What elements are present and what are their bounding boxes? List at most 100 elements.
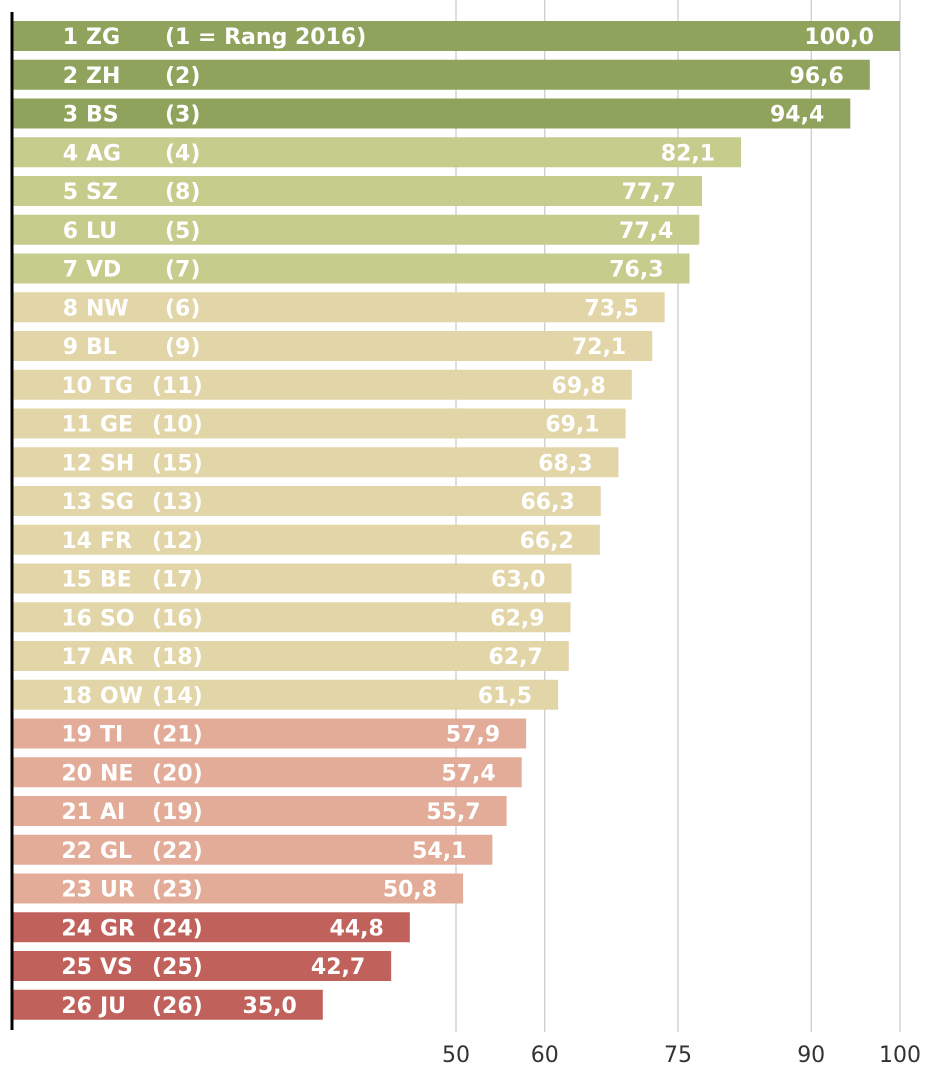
value-label: 69,1 <box>545 413 599 438</box>
rank-label: 18 <box>61 684 92 709</box>
bar-group-lu: 6 LU (5) 77,4 <box>12 214 700 245</box>
value-label: 96,6 <box>790 64 844 89</box>
x-tick-label: 100 <box>879 1043 921 1068</box>
rank-label: 16 <box>61 606 92 631</box>
canton-label: AG <box>86 141 121 166</box>
previous-rank-label: (20) <box>152 761 203 786</box>
bar-group-bs: 3 BS (3) 94,4 <box>12 98 851 129</box>
bar-group-ar: 17 AR (18) 62,7 <box>12 641 569 671</box>
rank-label: 23 <box>61 878 92 903</box>
previous-rank-label: (6) <box>165 296 200 321</box>
x-tick-label: 50 <box>442 1043 470 1068</box>
rank-label: 5 <box>63 180 78 205</box>
bar <box>12 602 571 633</box>
bar-group-be: 15 BE (17) 63,0 <box>12 563 572 594</box>
value-label: 55,7 <box>426 800 480 825</box>
bar-group-nw: 8 NW (6) 73,5 <box>12 292 665 323</box>
previous-rank-label: (17) <box>152 568 203 593</box>
previous-rank-label: (9) <box>165 335 200 360</box>
canton-label: ZG <box>86 25 120 50</box>
canton-label: VD <box>86 258 121 283</box>
canton-label: VS <box>100 955 133 980</box>
canton-label: TI <box>100 723 123 748</box>
bar <box>12 563 572 594</box>
bar <box>12 912 410 943</box>
bar <box>12 873 464 904</box>
value-label: 66,2 <box>520 529 574 554</box>
previous-rank-label: (7) <box>165 258 200 283</box>
value-label: 72,1 <box>572 335 626 360</box>
value-label: 77,4 <box>619 219 673 244</box>
bar-group-ur: 23 UR (23) 50,8 <box>12 873 464 904</box>
rank-label: 14 <box>61 529 92 554</box>
value-label: 50,8 <box>383 878 437 903</box>
rank-label: 20 <box>61 761 92 786</box>
value-label: 35,0 <box>243 994 297 1019</box>
canton-label: BE <box>100 568 132 593</box>
canton-label: NW <box>86 296 129 321</box>
x-tick-label: 60 <box>531 1043 559 1068</box>
bar <box>12 757 522 788</box>
previous-rank-label: (4) <box>165 141 200 166</box>
bar <box>12 951 392 981</box>
previous-rank-label: (3) <box>165 103 200 128</box>
rank-label: 8 <box>63 296 78 321</box>
rank-label: 21 <box>61 800 92 825</box>
rank-label: 13 <box>61 490 92 515</box>
canton-label: NE <box>100 761 133 786</box>
bar <box>12 834 493 865</box>
previous-rank-label: (13) <box>152 490 203 515</box>
value-label: 57,4 <box>441 761 495 786</box>
bar <box>12 292 665 323</box>
bar <box>12 486 601 516</box>
previous-rank-label: (24) <box>152 916 203 941</box>
value-label: 62,7 <box>488 645 542 670</box>
bar-group-sg: 13 SG (13) 66,3 <box>12 486 601 516</box>
bar-group-sh: 12 SH (15) 68,3 <box>12 447 619 478</box>
bar-group-bl: 9 BL (9) 72,1 <box>12 331 653 361</box>
rank-label: 9 <box>63 335 78 360</box>
value-label: 62,9 <box>490 606 544 631</box>
previous-rank-label: (8) <box>165 180 200 205</box>
bar-group-zg: 1 ZG (1 = Rang 2016) 100,0 <box>12 21 900 51</box>
bar-group-gl: 22 GL (22) 54,1 <box>12 834 493 865</box>
value-label: 73,5 <box>584 296 638 321</box>
canton-label: AI <box>100 800 125 825</box>
canton-label: LU <box>86 219 117 244</box>
previous-rank-label: (14) <box>152 684 203 709</box>
rank-label: 10 <box>61 374 92 399</box>
value-label: 63,0 <box>491 568 545 593</box>
canton-label: BL <box>86 335 117 360</box>
canton-label: JU <box>98 994 126 1019</box>
previous-rank-label: (23) <box>152 878 203 903</box>
value-label: 94,4 <box>770 103 824 128</box>
canton-label: UR <box>100 878 135 903</box>
value-label: 68,3 <box>538 451 592 476</box>
bar <box>12 718 527 749</box>
value-label: 42,7 <box>311 955 365 980</box>
rank-label: 6 <box>63 219 78 244</box>
previous-rank-label: (10) <box>152 413 203 438</box>
bar-group-ge: 11 GE (10) 69,1 <box>12 408 626 439</box>
canton-label: ZH <box>86 64 120 89</box>
bar <box>12 137 742 168</box>
bar-group-sz: 5 SZ (8) 77,7 <box>12 176 702 206</box>
bar <box>12 331 653 361</box>
rank-label: 11 <box>61 413 92 438</box>
rank-label: 17 <box>61 645 92 670</box>
value-label: 54,1 <box>412 839 466 864</box>
bar <box>12 796 507 826</box>
bar <box>12 59 870 90</box>
rank-label: 26 <box>61 994 92 1019</box>
bar-group-vd: 7 VD (7) 76,3 <box>12 253 690 284</box>
bar <box>12 447 619 478</box>
bars: 1 ZG (1 = Rang 2016) 100,0 2 ZH (2) 96,6 3 BS (3) 9… <box>12 21 900 1020</box>
value-label: 82,1 <box>661 141 715 166</box>
rank-label: 2 <box>63 64 78 89</box>
value-label: 66,3 <box>520 490 574 515</box>
rank-label: 1 <box>63 25 78 50</box>
bar-group-ag: 4 AG (4) 82,1 <box>12 137 742 168</box>
canton-label: OW <box>100 684 143 709</box>
canton-label: GE <box>100 413 133 438</box>
